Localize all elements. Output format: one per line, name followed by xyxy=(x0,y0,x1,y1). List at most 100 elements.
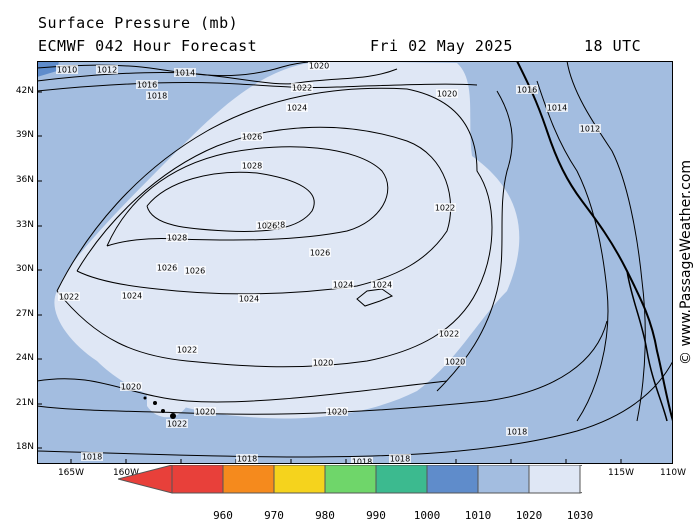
contour-label-bg xyxy=(146,91,168,100)
lon-label: 165W xyxy=(57,468,85,478)
contour-label: 1028 xyxy=(242,162,262,171)
lat-label: 30N xyxy=(15,264,34,274)
contour-label-bg xyxy=(241,132,263,141)
lon-label: 160W xyxy=(112,468,140,478)
contour-label-bg xyxy=(156,263,178,272)
contour-label-bg xyxy=(166,419,188,428)
baja-coast xyxy=(626,270,668,422)
contour-label: 1012 xyxy=(580,125,600,134)
lat-label: 33N xyxy=(15,220,34,230)
contour-label-bg xyxy=(579,124,601,133)
contour-label: 1024 xyxy=(287,104,307,113)
contour-label-bg xyxy=(434,203,456,212)
contour-label: 1020 xyxy=(445,358,465,367)
contour-label: 1022 xyxy=(292,84,312,93)
contour-label: 1014 xyxy=(175,69,195,78)
contour-label-bg xyxy=(241,161,263,170)
contour-label: 1026 xyxy=(257,222,277,231)
contour-label-bg xyxy=(351,457,373,464)
contour-label: 1010 xyxy=(57,66,77,75)
colorbar-label: 1030 xyxy=(566,509,594,522)
colorbar-label: 960 xyxy=(213,509,233,522)
lat-label: 18N xyxy=(15,442,34,452)
map-frame xyxy=(37,61,673,464)
contour-label: 1020 xyxy=(195,408,215,417)
contour-label-bg xyxy=(184,266,206,275)
watermark-text: © www.PassageWeather.com xyxy=(678,160,694,365)
contour-label-bg xyxy=(121,291,143,300)
contour-label: 1026 xyxy=(157,264,177,273)
high-pressure-region xyxy=(54,61,520,419)
colorbar-segment xyxy=(477,465,530,494)
contour-label-bg xyxy=(516,85,538,94)
contour-label: 1014 xyxy=(547,104,567,113)
contour-label: 1022 xyxy=(439,330,459,339)
contour-label-bg xyxy=(326,407,348,416)
hawaii-high-region xyxy=(147,387,187,418)
contour-label-bg xyxy=(286,103,308,112)
colorbar-label: 1010 xyxy=(464,509,492,522)
contour-label-bg xyxy=(236,454,258,463)
contour-label-bg xyxy=(58,292,80,301)
lon-label: 110W xyxy=(659,468,687,478)
lat-label: 39N xyxy=(15,130,34,140)
hawaiian-islands xyxy=(143,396,176,419)
contour-label-bg xyxy=(120,382,142,391)
coastline xyxy=(516,61,673,422)
colorbar-segment xyxy=(324,465,377,494)
contour-label: 1018 xyxy=(507,428,527,437)
contour-label: 1012 xyxy=(97,66,117,75)
colorbar xyxy=(118,465,582,494)
lon-label: 115W xyxy=(607,468,635,478)
contour-label-bg xyxy=(309,248,331,257)
contour-label-bg xyxy=(81,452,103,461)
contour-label: 1022 xyxy=(435,204,455,213)
colorbar-segment xyxy=(171,465,224,494)
colorbar-segment xyxy=(222,465,275,494)
contour-label: 1022 xyxy=(167,420,187,429)
contour-label: 1020 xyxy=(437,90,457,99)
contour-label: 1022 xyxy=(59,293,79,302)
contour-label: 1020 xyxy=(309,62,329,71)
contour-label-bg xyxy=(136,80,158,89)
contour-label: 1024 xyxy=(239,295,259,304)
colorbar-label: 970 xyxy=(264,509,284,522)
contour-label-bg xyxy=(166,233,188,242)
contour-label: 1018 xyxy=(237,455,257,464)
model-label: ECMWF 042 Hour Forecast xyxy=(38,37,258,55)
contour-label: 1020 xyxy=(327,408,347,417)
contour-label-bg xyxy=(308,61,330,70)
contour-label: 1018 xyxy=(390,455,410,464)
colorbar-label: 990 xyxy=(366,509,386,522)
contour-label: 1022 xyxy=(177,346,197,355)
colorbar-segment xyxy=(528,465,581,494)
lat-label: 21N xyxy=(15,398,34,408)
colorbar-segment xyxy=(375,465,428,494)
contour-label: 1018 xyxy=(352,458,372,465)
contour-label-bg xyxy=(332,280,354,289)
contour-label: 1026 xyxy=(185,267,205,276)
contour-label: 1028 xyxy=(167,234,187,243)
contour-label: 1016 xyxy=(137,81,157,90)
low-pressure-patch xyxy=(37,61,59,77)
contour-label: 1026 xyxy=(242,133,262,142)
colorbar-extend-low xyxy=(118,465,173,494)
contour-labels: 1010 1012 1014 1016 1018 1020 1020 1022 1024 1026… xyxy=(56,61,601,464)
colorbar-label: 1000 xyxy=(413,509,441,522)
watermark: © www.PassageWeather.com xyxy=(678,160,694,365)
contour-label-bg xyxy=(256,221,278,230)
colorbar-segment xyxy=(273,465,326,494)
lat-label: 36N xyxy=(15,175,34,185)
contour-label-bg xyxy=(56,65,78,74)
contour-label: 1024 xyxy=(372,281,392,290)
lat-label: 42N xyxy=(15,86,34,96)
contour-label-bg xyxy=(371,280,393,289)
contour-label-bg xyxy=(389,454,411,463)
contour-label: 1024 xyxy=(333,281,353,290)
colorbar-label: 980 xyxy=(315,509,335,522)
contour-label-bg xyxy=(238,294,260,303)
contour-label: 1018 xyxy=(82,453,102,462)
lat-label: 24N xyxy=(15,353,34,363)
contour-label-bg xyxy=(546,103,568,112)
contour-label-bg xyxy=(438,329,460,338)
